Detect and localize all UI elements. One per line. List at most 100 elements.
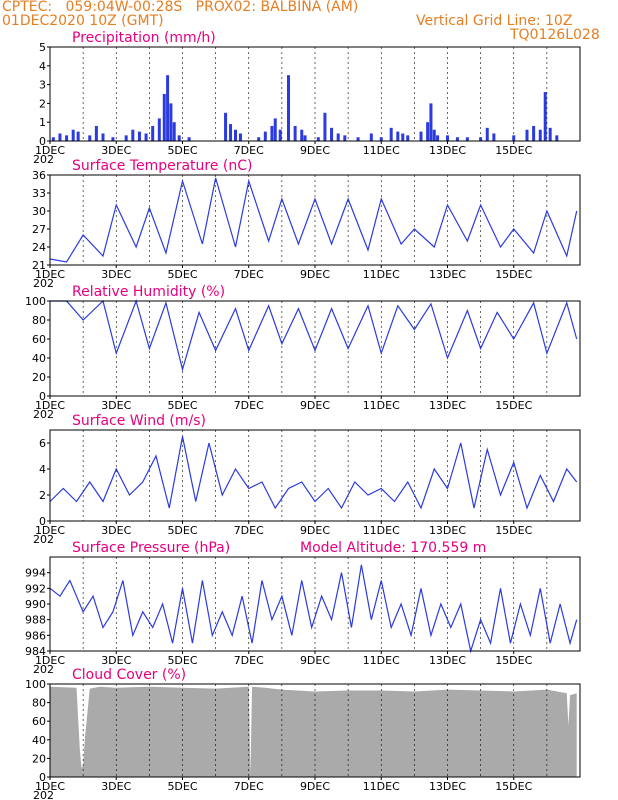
precip-bar (169, 103, 173, 141)
precip-bar (446, 135, 449, 141)
header-station: PROX02: BALBINA (AM) (195, 0, 359, 15)
precip-bar (162, 94, 166, 141)
y-tick-label: 0 (39, 771, 46, 784)
x-tick-label: 11DEC (363, 524, 400, 537)
precip-bar (177, 135, 181, 141)
y-tick-label: 3 (39, 79, 46, 92)
precip-bar (76, 131, 80, 141)
precip-bar (124, 135, 128, 141)
precip-bar (485, 127, 489, 141)
y-tick-label: 36 (32, 169, 46, 182)
x-tick-label: 13DEC (429, 524, 466, 537)
x-tick-label: 7DEC (234, 268, 264, 281)
series-line (49, 564, 578, 654)
x-tick-label: 5DEC (167, 399, 197, 412)
precip-bar (88, 135, 92, 141)
precip-bar (316, 137, 320, 141)
y-tick-label: 2 (39, 489, 46, 502)
y-tick-label: 990 (25, 598, 46, 611)
precip-bar (94, 125, 98, 141)
x-tick-label: 3DEC (101, 780, 131, 793)
precip-bar (330, 127, 334, 141)
y-tick-label: 100 (25, 678, 46, 691)
precip-bar (273, 118, 277, 141)
panel-title: Surface Temperature (nC) (72, 158, 253, 174)
panel-title: Relative Humidity (%) (72, 284, 225, 300)
y-tick-label: 994 (25, 567, 46, 580)
x-tick-label: 7DEC (234, 144, 264, 157)
header-label: CPTEC: (2, 0, 53, 15)
precip-bar (389, 127, 393, 141)
precip-bar (172, 122, 176, 141)
precip-bar (51, 137, 55, 141)
precip-bar (234, 129, 237, 141)
precip-bar (336, 133, 340, 141)
x-tick-label: 1DEC (35, 144, 65, 157)
precip-bar (166, 75, 170, 141)
y-tick-label: 4 (39, 463, 46, 476)
x-tick-label: 1DEC (35, 399, 65, 412)
precip-bar (157, 118, 161, 141)
y-tick-label: 6 (39, 437, 46, 450)
precip-bar (293, 125, 297, 141)
year-stub: 202 (33, 277, 54, 290)
precip-bar (343, 135, 347, 141)
x-tick-label: 5DEC (167, 654, 197, 667)
y-tick-label: 1 (39, 116, 46, 129)
x-tick-label: 9DEC (300, 654, 330, 667)
x-tick-label: 13DEC (429, 268, 466, 281)
y-tick-label: 60 (32, 715, 46, 728)
precip-bar (71, 129, 75, 141)
x-tick-label: 13DEC (429, 780, 466, 793)
y-tick-label: 5 (39, 41, 46, 54)
x-tick-label: 5DEC (167, 780, 197, 793)
year-stub: 202 (33, 663, 54, 676)
y-tick-label: 30 (32, 205, 46, 218)
x-tick-label: 1DEC (35, 524, 65, 537)
precip-bar (263, 131, 267, 141)
y-tick-label: 0 (39, 135, 46, 148)
x-tick-label: 1DEC (35, 654, 65, 667)
series-line (50, 299, 578, 372)
y-tick-label: 21 (32, 259, 46, 272)
y-tick-label: 986 (25, 629, 46, 642)
precip-bar (543, 92, 547, 141)
year-stub: 202 (33, 408, 54, 421)
precip-bar (300, 129, 304, 141)
y-tick-label: 988 (25, 614, 46, 627)
header-grid-line: Vertical Grid Line: 10Z (416, 13, 573, 29)
x-tick-label: 3DEC (101, 399, 131, 412)
precip-bar (396, 131, 400, 141)
cloud-area (50, 686, 577, 777)
precip-bar (369, 133, 373, 141)
y-tick-label: 60 (32, 333, 46, 346)
precip-bar (525, 129, 529, 141)
x-tick-label: 13DEC (429, 399, 466, 412)
x-tick-label: 3DEC (101, 268, 131, 281)
x-tick-label: 15DEC (495, 268, 532, 281)
precip-bar (137, 131, 141, 141)
x-tick-label: 1DEC (35, 780, 65, 793)
x-tick-label: 11DEC (363, 268, 400, 281)
precip-bar (187, 137, 191, 141)
x-tick-label: 9DEC (300, 268, 330, 281)
precip-bar (492, 133, 496, 141)
x-tick-label: 5DEC (167, 268, 197, 281)
precip-bar (401, 133, 405, 141)
y-tick-label: 24 (32, 241, 46, 254)
x-tick-label: 11DEC (363, 399, 400, 412)
precip-bar (144, 133, 148, 141)
header-code: TQ0126L028 (510, 27, 600, 43)
x-tick-label: 5DEC (167, 144, 197, 157)
precip-bar (65, 135, 69, 141)
precip-bar (419, 131, 423, 141)
precip-bar (323, 112, 327, 141)
precip-bar (131, 129, 135, 141)
precip-bar (229, 124, 233, 141)
x-tick-label: 7DEC (234, 654, 264, 667)
x-tick-label: 13DEC (429, 144, 466, 157)
precip-bar (278, 129, 282, 141)
x-tick-label: 9DEC (300, 144, 330, 157)
header-coords: 059:04W-00:28S (65, 0, 183, 15)
